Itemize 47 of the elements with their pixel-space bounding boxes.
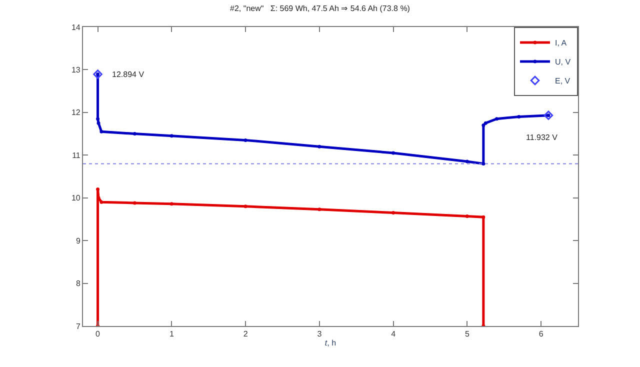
x-tick-label: 1 [169, 330, 174, 339]
point [482, 215, 486, 219]
x-tick-label: 0 [96, 330, 101, 339]
chart-title: #2, "new" Σ: 569 Wh, 47.5 Ah ⇒ 54.6 Ah (73.8 %) [230, 4, 410, 14]
y-tick-label: 10 [71, 194, 81, 203]
y-tick-label: 7 [76, 322, 81, 331]
x-tick-label: 2 [243, 330, 248, 339]
point [318, 144, 322, 148]
point [484, 121, 488, 125]
legend-label: E, V [555, 76, 571, 86]
annotation: 12.894 V [112, 70, 145, 79]
point [170, 134, 174, 138]
point [100, 130, 104, 134]
point [96, 188, 100, 192]
point [517, 114, 521, 118]
point [170, 202, 174, 206]
legend-label: I, A [555, 38, 568, 48]
y-tick-label: 11 [72, 150, 81, 160]
point [96, 117, 100, 121]
x-tick-label: 5 [464, 330, 470, 339]
point [93, 70, 102, 79]
point [318, 208, 322, 212]
x-tick-label: 3 [317, 330, 322, 339]
point [392, 211, 396, 215]
point [392, 151, 396, 155]
point [465, 160, 469, 164]
y-tick-label: 8 [76, 279, 81, 288]
legend-label: U, V [555, 58, 572, 67]
point [465, 214, 469, 218]
point [544, 110, 554, 120]
y-tick-label: 14 [71, 22, 81, 32]
x-tick-label: 4 [391, 330, 396, 339]
x-axis-title: t, h [324, 338, 336, 348]
point [494, 117, 498, 121]
y-tick-label: 13 [71, 66, 81, 75]
point [96, 121, 100, 125]
point [244, 204, 248, 208]
x-tick-label: 6 [538, 330, 544, 339]
point [482, 162, 486, 166]
point [132, 201, 136, 205]
point [244, 138, 248, 142]
point [482, 123, 486, 127]
point [100, 200, 104, 204]
annotation: 11.932 V [526, 133, 558, 142]
y-tick-label: 9 [76, 236, 81, 246]
y-tick-label: 12 [71, 108, 81, 118]
point [132, 132, 136, 136]
